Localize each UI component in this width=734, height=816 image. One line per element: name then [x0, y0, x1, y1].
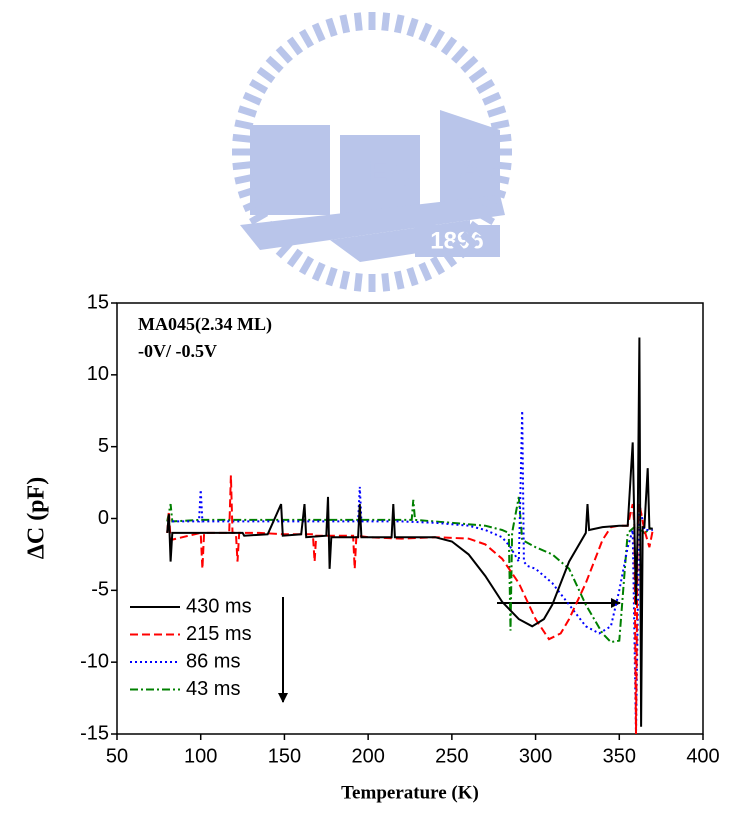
logo-ring [429, 29, 446, 49]
logo-ring [451, 45, 469, 64]
logo-ring [460, 55, 479, 73]
logo-ring [486, 186, 507, 199]
logo-ring [242, 198, 262, 213]
legend-label: 43 ms [186, 678, 240, 700]
logo-ring [265, 55, 284, 73]
logo-ring [418, 22, 433, 42]
logo-ring [353, 12, 363, 32]
logo-block [340, 135, 420, 215]
x-tick-label: 400 [686, 745, 719, 767]
logo-letter: S [390, 160, 410, 193]
logo-ring [468, 220, 488, 238]
logo-ring [460, 231, 479, 249]
logo-block [440, 110, 500, 215]
logo-ring [311, 262, 326, 282]
logo-ring [492, 133, 512, 143]
logo-anvil [240, 195, 505, 250]
logo-ring [232, 161, 252, 171]
x-tick-label: 250 [435, 745, 468, 767]
series-line [166, 496, 654, 644]
logo-ring [475, 209, 495, 226]
logo-ring [418, 262, 433, 282]
watermark: E S A 1896 [232, 12, 512, 292]
logo-ring [429, 255, 446, 275]
logo-ring [237, 186, 258, 199]
logo-ring [475, 78, 495, 95]
logo-ring [232, 133, 252, 143]
series-line [166, 475, 654, 735]
legend-label: 215 ms [186, 623, 252, 645]
logo-ring [256, 66, 276, 84]
logo-book [250, 125, 330, 215]
logo-ring [492, 161, 512, 171]
logo-ring [486, 105, 507, 118]
logo-ring [381, 272, 391, 292]
logo-ring [451, 240, 469, 259]
legend-label: 430 ms [186, 595, 252, 617]
y-tick-label: -5 [91, 579, 109, 601]
logo-ring [311, 22, 326, 42]
logo-letter: A [459, 152, 481, 185]
logo-ring [406, 266, 419, 287]
logo-ring [482, 198, 502, 213]
logo-ring [286, 248, 304, 268]
logo-ring [490, 173, 510, 185]
logo-ring [234, 119, 254, 131]
x-tick-label: 350 [603, 745, 636, 767]
y-tick-label: 0 [98, 507, 109, 529]
series-line [166, 337, 653, 727]
logo-ring [298, 255, 315, 275]
logo-ring [275, 240, 293, 259]
logo-ring [339, 14, 351, 34]
y-tick-label: 15 [87, 291, 109, 313]
logo-ring [275, 45, 293, 64]
logo-ring [353, 272, 363, 292]
logo-ring [406, 17, 419, 38]
logo-ring [393, 270, 405, 290]
logo-ring [249, 78, 269, 95]
x-tick-label: 150 [268, 745, 301, 767]
logo-ring [393, 14, 405, 34]
logo-ring [242, 91, 262, 106]
y-tick-label: 5 [98, 435, 109, 457]
logo-ring [237, 105, 258, 118]
logo-ring [325, 266, 338, 287]
x-axis-label: Temperature (K) [341, 782, 479, 803]
x-tick-label: 300 [519, 745, 552, 767]
logo-letter: E [368, 155, 388, 188]
logo-ring [265, 231, 284, 249]
logo-ring [325, 17, 338, 38]
y-tick-label: 10 [87, 363, 109, 385]
y-tick-label: -10 [80, 650, 109, 672]
y-tick-label: -15 [80, 722, 109, 744]
logo-ring [339, 270, 351, 290]
logo-ring [468, 66, 488, 84]
logo-ring [490, 119, 510, 131]
logo-ring [440, 248, 458, 268]
logo-ring [482, 91, 502, 106]
x-tick-label: 100 [184, 745, 217, 767]
logo-ring [381, 12, 391, 32]
x-tick-label: 50 [106, 745, 128, 767]
logo-ring [440, 36, 458, 56]
logo-ring [286, 36, 304, 56]
logo-ring [249, 209, 269, 226]
logo-ring [256, 220, 276, 238]
annotation: -0V/ -0.5V [138, 341, 217, 361]
logo-ring [234, 173, 254, 185]
annotation: MA045(2.34 ML) [138, 314, 272, 335]
logo-ring [298, 29, 315, 49]
legend-label: 86 ms [186, 650, 240, 672]
x-tick-label: 200 [351, 745, 384, 767]
y-axis-label: ΔC (pF) [24, 477, 50, 559]
